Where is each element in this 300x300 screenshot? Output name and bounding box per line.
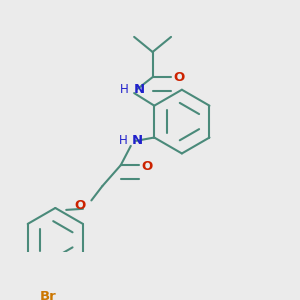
Text: N: N [133,83,144,96]
Text: O: O [174,71,185,85]
Text: O: O [74,199,86,212]
Text: H: H [119,134,128,147]
Text: Br: Br [40,290,57,300]
Text: N: N [132,134,143,147]
Text: O: O [142,160,153,172]
Text: H: H [120,83,129,96]
